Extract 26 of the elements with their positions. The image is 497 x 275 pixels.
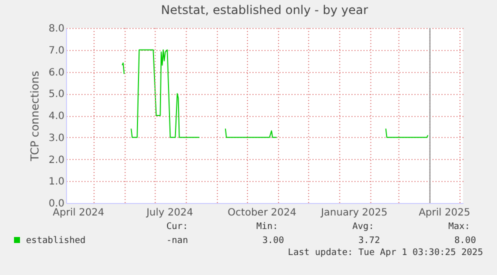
text: 8.00: [454, 236, 476, 246]
x-tick-label: April 2024: [52, 208, 104, 218]
text: 3.72: [358, 236, 380, 246]
text: 3.00: [262, 236, 284, 246]
y-axis-title: TCP connections: [28, 70, 42, 162]
y-tick-label: 1.0: [48, 176, 64, 188]
y-tick-label: 8.0: [48, 24, 64, 34]
y-tick-label: 2.0: [48, 154, 64, 166]
x-tick-label: October 2024: [228, 208, 296, 218]
text: -nan: [166, 236, 188, 246]
text: Last update: Tue Apr 1 03:30:25 2025: [288, 248, 483, 258]
text: Max:: [448, 222, 470, 232]
legend-label: established: [26, 236, 86, 246]
x-tick-label: January 2025: [320, 208, 388, 218]
x-tick-label: April 2025: [418, 208, 470, 218]
y-tick-label: 6.0: [48, 67, 64, 78]
text: Avg:: [352, 222, 374, 232]
y-tick-label: 3.0: [48, 132, 64, 144]
text: Min:: [256, 222, 278, 232]
y-tick-label: 7.0: [48, 45, 64, 56]
y-tick-label: 0.0: [48, 198, 64, 210]
y-tick-label: 5.0: [48, 89, 64, 100]
text: Cur:: [166, 222, 188, 232]
y-tick-label: 4.0: [48, 111, 64, 122]
x-tick-label: July 2024: [145, 208, 194, 218]
chart-title: Netstat, established only - by year: [160, 3, 368, 17]
